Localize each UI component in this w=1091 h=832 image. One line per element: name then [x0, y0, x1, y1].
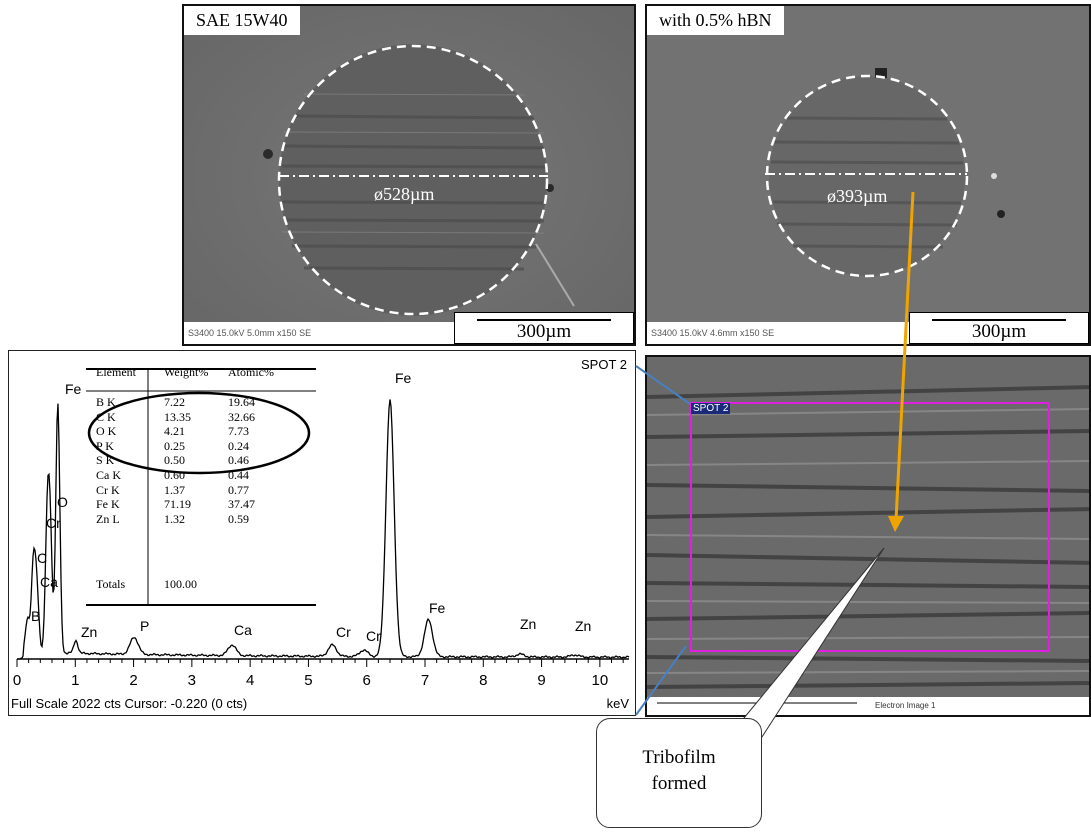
tribofilm-callout: Tribofilm formed [596, 718, 762, 828]
table-cell-element: C K [96, 409, 116, 424]
x-tick-label: 2 [129, 672, 137, 689]
x-tick-label: 0 [13, 672, 21, 689]
table-lines [86, 368, 316, 606]
table-cell-atomic: 7.73 [228, 424, 249, 439]
scale-bar: 300µm [454, 312, 634, 344]
eds-x-unit: keV [606, 696, 629, 711]
peak-label: Ca [40, 574, 58, 590]
scale-bar-line [932, 319, 1066, 321]
peak-label: Cr [336, 624, 351, 640]
table-totals-label: Totals [96, 577, 126, 591]
table-cell-atomic: 32.66 [228, 409, 255, 424]
peak-label: Fe [429, 600, 446, 616]
peak-label: Cr [366, 628, 381, 644]
peak-label: Fe [65, 381, 82, 397]
table-cell-element: O K [96, 424, 117, 439]
table-cell-weight: 7.22 [164, 395, 185, 409]
table-cell-element: Zn L [96, 511, 120, 526]
callout-line-2: formed [651, 773, 707, 794]
peak-label: O [57, 494, 68, 510]
peak-label: B [31, 608, 40, 624]
callout-line-1: Tribofilm [642, 747, 716, 768]
diameter-label: ø528µm [374, 184, 435, 204]
table-header-cell: Element [96, 365, 136, 379]
table-cell-weight: 0.25 [164, 438, 185, 453]
x-tick-label: 7 [421, 672, 429, 689]
x-tick-label: 1 [71, 672, 79, 689]
x-tick-label: 10 [592, 672, 609, 689]
peak-label: Cr [46, 515, 61, 531]
table-cell-element: Ca K [96, 468, 121, 482]
peak-label: C [37, 550, 47, 566]
diameter-label: ø393µm [827, 186, 888, 206]
table-cell-weight: 71.19 [164, 497, 191, 512]
table-cell-weight: 1.37 [164, 482, 185, 497]
x-tick-label: 8 [479, 672, 487, 689]
panel-label: SAE 15W40 [184, 6, 300, 35]
table-cell-weight: 0.50 [164, 453, 185, 468]
table-cell-element: Cr K [96, 482, 120, 497]
peak-label: P [140, 618, 149, 634]
sem-texture-sae [184, 6, 634, 344]
eds-footer: Full Scale 2022 cts Cursor: -0.220 (0 ct… [11, 696, 248, 711]
table-cell-atomic: 0.59 [228, 511, 249, 526]
sem-texture-hbn [647, 6, 1089, 344]
table-cell-atomic: 19.64 [228, 395, 255, 409]
table-cell-weight: 1.32 [164, 511, 185, 526]
sem-meta-text: S3400 15.0kV 4.6mm x150 SE [651, 328, 775, 338]
sem-meta-text: S3400 15.0kV 5.0mm x150 SE [188, 328, 312, 338]
table-cell-atomic: 0.24 [228, 438, 249, 453]
spot-label: SPOT 2 [691, 403, 731, 414]
electron-footer-label: Electron Image 1 [875, 701, 936, 710]
table-cell-element: Fe K [96, 497, 120, 512]
scale-bar-line [477, 319, 611, 321]
sem-panel-sae15w40: SAE 15W40 ø528µm S3400 15.0kV 5.0mm x150… [182, 4, 636, 346]
table-header-cell: Weight% [164, 365, 209, 379]
peak-label: Zn [520, 616, 536, 632]
table-cell-atomic: 0.44 [228, 468, 249, 482]
scale-bar: 300µm [909, 312, 1089, 344]
x-tick-label: 4 [246, 672, 254, 689]
table-header-cell: Atomic% [228, 365, 274, 379]
eds-spot-label: SPOT 2 [580, 357, 627, 372]
table-cell-atomic: 0.46 [228, 453, 249, 468]
table-cell-weight: 4.21 [164, 424, 185, 439]
table-cell-atomic: 37.47 [228, 497, 255, 512]
panel-label: with 0.5% hBN [647, 6, 784, 35]
peak-label: Ca [234, 622, 252, 638]
table-cell-element: S K [96, 453, 115, 468]
x-tick-label: 5 [304, 672, 312, 689]
table-totals-value: 100.00 [164, 577, 197, 591]
x-tick-label: 3 [188, 672, 196, 689]
sem-panel-hbn: with 0.5% hBN ø393µm S3400 15.0kV 4.6mm … [645, 4, 1091, 346]
peak-label: Fe [395, 370, 412, 386]
scale-bar-label: 300µm [516, 321, 572, 342]
table-cell-weight: 13.35 [164, 409, 191, 424]
eds-spectrum-chart: 0 1 2 3 4 5 6 7 8 9 10 B C O Cr Ca Fe Zn P Ca Cr Cr Fe Fe Zn Zn [13, 370, 630, 689]
table-cell-element: B K [96, 395, 116, 409]
electron-image-panel: SPOT 2 Electron Image 1 [645, 355, 1091, 717]
eds-spectrum-panel: 0 1 2 3 4 5 6 7 8 9 10 B C O Cr Ca Fe Zn P Ca Cr Cr Fe Fe Zn Zn S… [8, 350, 636, 716]
scale-bar-label: 300µm [971, 321, 1027, 342]
table-cell-weight: 0.60 [164, 468, 185, 482]
x-tick-label: 9 [537, 672, 545, 689]
table-cell-atomic: 0.77 [228, 482, 249, 497]
peak-label: Zn [81, 624, 97, 640]
table-cell-element: P K [96, 438, 114, 453]
spectrum-line [17, 399, 630, 660]
x-tick-label: 6 [363, 672, 371, 689]
peak-label: Zn [575, 618, 591, 634]
